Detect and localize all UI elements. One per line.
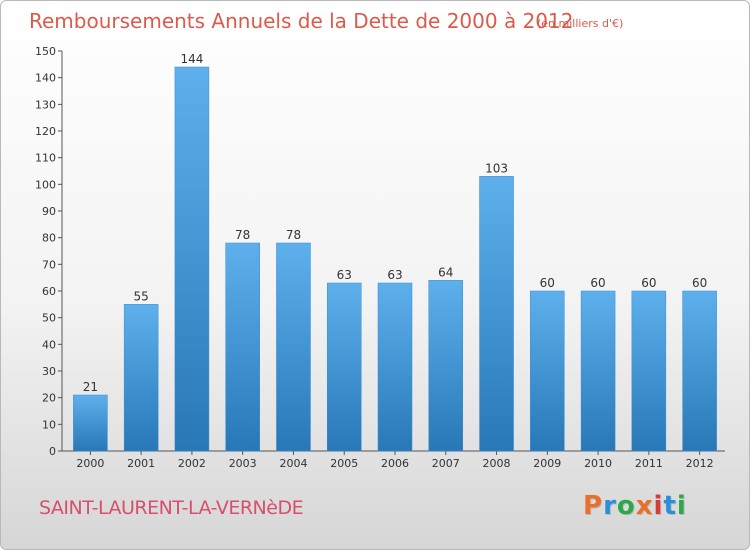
bar-value-label: 60 (692, 276, 707, 290)
bar (276, 242, 311, 452)
chart-unit: (en milliers d'€) (537, 17, 624, 30)
x-tick-label: 2006 (381, 457, 409, 470)
x-tick-label: 2003 (229, 457, 257, 470)
bar (682, 290, 717, 452)
x-tick-label: 2007 (432, 457, 460, 470)
y-tick-label: 40 (42, 338, 56, 351)
x-tick-label: 2001 (127, 457, 155, 470)
bar-value-label: 144 (180, 52, 203, 66)
bar-value-label: 21 (83, 380, 98, 394)
bar (123, 304, 159, 452)
y-tick-label: 100 (35, 178, 56, 191)
x-tick-label: 2005 (330, 457, 358, 470)
bar-value-label: 60 (641, 276, 656, 290)
bar (174, 66, 210, 452)
bar (580, 290, 616, 452)
bar (428, 280, 464, 452)
bar-value-label: 63 (387, 268, 402, 282)
bar-value-label: 63 (337, 268, 352, 282)
x-tick-label: 2000 (76, 457, 104, 470)
x-tick-label: 2004 (279, 457, 307, 470)
bar-value-label: 55 (134, 289, 149, 303)
bar-value-label: 60 (590, 276, 605, 290)
y-tick-label: 20 (42, 392, 56, 405)
chart-title: Remboursements Annuels de la Dette de 20… (29, 9, 574, 33)
x-tick-label: 2011 (635, 457, 663, 470)
y-tick-label: 70 (42, 258, 56, 271)
x-tick-label: 2012 (686, 457, 714, 470)
y-tick-label: 90 (42, 205, 56, 218)
x-tick-label: 2002 (178, 457, 206, 470)
y-tick-label: 60 (42, 285, 56, 298)
x-tick-label: 2008 (483, 457, 511, 470)
bar (326, 282, 362, 452)
proxiti-logo: Proxiti (583, 491, 687, 521)
x-tick-label: 2010 (584, 457, 612, 470)
bar (225, 242, 260, 452)
y-tick-label: 140 (35, 72, 56, 85)
y-tick-label: 130 (35, 98, 56, 111)
bar-value-label: 78 (286, 228, 301, 242)
y-tick-label: 0 (49, 445, 56, 458)
bar (73, 394, 108, 452)
bar (479, 176, 514, 452)
y-tick-label: 30 (42, 365, 56, 378)
bar (631, 290, 667, 452)
bar-value-label: 103 (485, 161, 508, 175)
bar-value-label: 64 (438, 265, 453, 279)
y-tick-label: 150 (35, 45, 56, 58)
bar (530, 290, 565, 452)
y-tick-label: 50 (42, 312, 56, 325)
commune-name: SAINT-LAURENT-LA-VERNèDE (39, 497, 304, 519)
x-tick-label: 2009 (533, 457, 561, 470)
y-tick-label: 10 (42, 418, 56, 431)
bar-value-label: 78 (235, 228, 250, 242)
y-tick-label: 120 (35, 125, 56, 138)
y-tick-label: 110 (35, 152, 56, 165)
bar (377, 282, 413, 452)
y-tick-label: 80 (42, 232, 56, 245)
bar-value-label: 60 (540, 276, 555, 290)
